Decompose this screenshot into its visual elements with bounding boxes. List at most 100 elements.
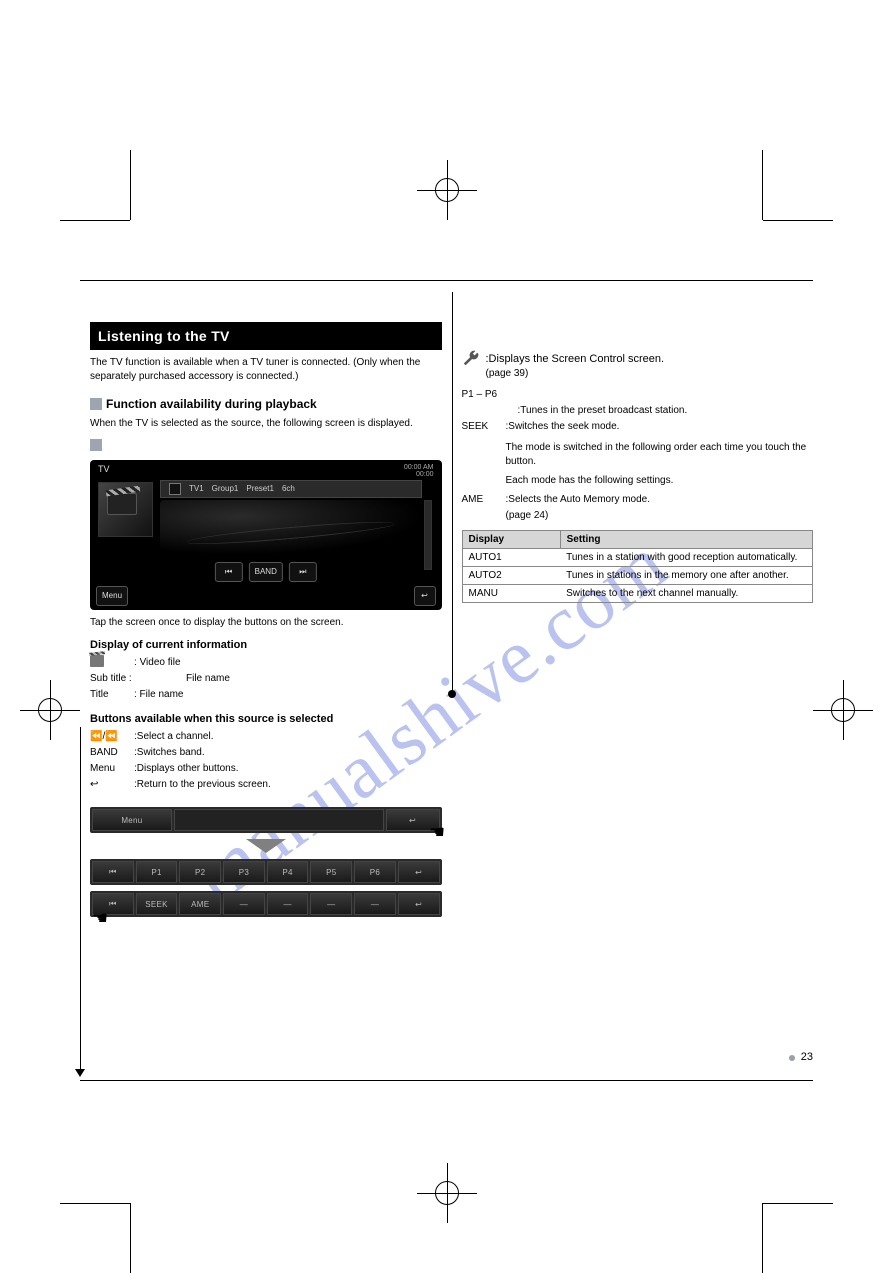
preset-bar-p2[interactable]: P2 bbox=[179, 861, 221, 883]
wrench-row: :Displays the Screen Control screen. bbox=[462, 350, 814, 368]
section-marker-2 bbox=[90, 439, 442, 452]
heading-buttons-available: Buttons available when this source is se… bbox=[90, 713, 442, 725]
tv-return-button[interactable]: ↩ bbox=[414, 586, 436, 606]
section-playback-body: When the TV is selected as the source, t… bbox=[90, 417, 442, 431]
registration-left-icon bbox=[20, 680, 80, 740]
heading-current-info: Display of current information bbox=[90, 639, 442, 651]
clapper-icon bbox=[107, 493, 137, 515]
table-cell-manu-desc: Switches to the next channel manually. bbox=[560, 584, 812, 602]
seek-bar-blank3: — bbox=[310, 893, 352, 915]
page-title: Listening to the TV bbox=[90, 322, 442, 350]
tv-control-row: ⏮ BAND ⏭ bbox=[215, 562, 317, 582]
registration-top-icon bbox=[417, 160, 477, 220]
seek-note-1: The mode is switched in the following or… bbox=[462, 441, 814, 468]
tv-channel-label: 6ch bbox=[282, 484, 295, 493]
info-subtitle-val: File name bbox=[186, 671, 230, 687]
tv-screen-mock: TV 00:00 AM 00:00 TV1 Group1 Preset1 6ch… bbox=[90, 460, 442, 610]
table-cell-auto1: AUTO1 bbox=[462, 548, 560, 566]
page-number: 23 bbox=[801, 1051, 813, 1063]
btn-return-label: ↩ bbox=[90, 777, 134, 793]
table-cell-auto2-desc: Tunes in stations in the memory one afte… bbox=[560, 566, 812, 584]
preset-bar-p3[interactable]: P3 bbox=[223, 861, 265, 883]
seek-bar-blank1: — bbox=[223, 893, 265, 915]
seek-desc: :Switches the seek mode. bbox=[506, 419, 620, 435]
info-subtitle-label: Sub title : bbox=[90, 671, 186, 687]
seek-note-2: Each mode has the following settings. bbox=[462, 474, 814, 488]
ame-label: AME bbox=[462, 492, 506, 508]
section-marker-icon bbox=[90, 398, 102, 410]
flow-arrow-left bbox=[76, 322, 84, 1063]
preset-bar-return[interactable]: ↩ bbox=[398, 861, 440, 883]
seek-bar-ame[interactable]: AME bbox=[179, 893, 221, 915]
tv-menu-button[interactable]: Menu bbox=[96, 586, 128, 606]
current-info-list: : Video file Sub title : File name Title… bbox=[90, 655, 442, 703]
tap-instruction: Tap the screen once to display the butto… bbox=[90, 616, 442, 630]
hand-pointer-icon: ☛ bbox=[429, 822, 445, 843]
tv-scrollbar bbox=[424, 500, 432, 570]
preset-bar-prev[interactable]: ⏮ bbox=[92, 861, 134, 883]
down-arrow-icon bbox=[246, 839, 286, 853]
tv-band-label: TV1 bbox=[189, 484, 204, 493]
section-playback-availability: Function availability during playback bbox=[90, 397, 442, 411]
rule-bottom bbox=[80, 1080, 813, 1081]
table-row: AUTO1 Tunes in a station with good recep… bbox=[462, 548, 813, 566]
flow-line-right bbox=[448, 322, 456, 1063]
wrench-page-ref: (page 39) bbox=[462, 368, 814, 379]
ame-desc: :Selects the Auto Memory mode. bbox=[506, 492, 651, 508]
video-file-icon bbox=[90, 655, 104, 667]
table-header-row: Display Setting bbox=[462, 530, 813, 548]
p1p6-desc: :Tunes in the preset broadcast station. bbox=[518, 403, 688, 419]
menu-bar-small: Menu ↩ ☛ bbox=[90, 807, 442, 833]
preset-bar-p5[interactable]: P5 bbox=[310, 861, 352, 883]
seek-prev-icon: ⏪ bbox=[90, 731, 102, 742]
btn-menu-desc: :Displays other buttons. bbox=[134, 761, 239, 777]
tv-status-row: TV1 Group1 Preset1 6ch bbox=[160, 480, 422, 498]
preset-bar-p6[interactable]: P6 bbox=[354, 861, 396, 883]
right-column: :Displays the Screen Control screen. (pa… bbox=[462, 322, 814, 1063]
table-cell-auto1-desc: Tunes in a station with good reception a… bbox=[560, 548, 812, 566]
seek-bar-seek[interactable]: SEEK bbox=[136, 893, 178, 915]
table-header-setting: Setting bbox=[560, 530, 812, 548]
tv-group-label: Group1 bbox=[212, 484, 239, 493]
return-icon: ↩ bbox=[90, 779, 98, 790]
wrench-desc: :Displays the Screen Control screen. bbox=[486, 353, 665, 365]
registration-bottom-icon bbox=[417, 1163, 477, 1223]
p1p6-label: P1 – P6 bbox=[462, 387, 518, 403]
preset-bar-p4[interactable]: P4 bbox=[267, 861, 309, 883]
btn-menu-label: Menu bbox=[90, 761, 134, 777]
tv-thumbnail bbox=[98, 482, 153, 537]
preset-bar: ⏮ P1 P2 P3 P4 P5 P6 ↩ bbox=[90, 859, 442, 885]
tv-next-button[interactable]: ⏭ bbox=[289, 562, 317, 582]
page-subtitle: The TV function is available when a TV t… bbox=[90, 356, 442, 383]
seek-label: SEEK bbox=[462, 419, 506, 435]
table-row: AUTO2 Tunes in stations in the memory on… bbox=[462, 566, 813, 584]
info-icon-cell bbox=[90, 655, 134, 671]
btn-prevnext-label: ⏪/⏪ bbox=[90, 729, 134, 745]
tv-background-art bbox=[160, 500, 422, 555]
registration-right-icon bbox=[813, 680, 873, 740]
info-title-label: Title bbox=[90, 687, 134, 703]
seek-next-icon: ⏪ bbox=[105, 731, 117, 742]
table-cell-manu: MANU bbox=[462, 584, 560, 602]
tv-band-button[interactable]: BAND bbox=[249, 562, 283, 582]
seek-bar: ⏮ SEEK AME — — — — ↩ ☛ bbox=[90, 891, 442, 917]
page-content: Listening to the TV The TV function is a… bbox=[80, 280, 813, 1103]
tv-status-square-icon bbox=[169, 483, 181, 495]
table-cell-auto2: AUTO2 bbox=[462, 566, 560, 584]
btn-band-desc: :Switches band. bbox=[134, 745, 205, 761]
menu-bar-spacer bbox=[174, 809, 384, 831]
left-column: Listening to the TV The TV function is a… bbox=[80, 322, 442, 1063]
menu-bar-menu[interactable]: Menu bbox=[92, 809, 172, 831]
btn-return-desc: :Return to the previous screen. bbox=[134, 777, 271, 793]
btn-prevnext-desc: :Select a channel. bbox=[134, 729, 214, 745]
seek-bar-return[interactable]: ↩ bbox=[398, 893, 440, 915]
tv-clock-line2: 00:00 bbox=[404, 471, 434, 479]
tv-preset-label: Preset1 bbox=[246, 484, 274, 493]
tv-clock: 00:00 AM 00:00 bbox=[404, 464, 434, 479]
tv-clock-line1: 00:00 AM bbox=[404, 464, 434, 472]
table-header-display: Display bbox=[462, 530, 560, 548]
btn-band-label: BAND bbox=[90, 745, 134, 761]
tv-prev-button[interactable]: ⏮ bbox=[215, 562, 243, 582]
preset-bar-p1[interactable]: P1 bbox=[136, 861, 178, 883]
tv-source-label: TV bbox=[98, 464, 110, 474]
